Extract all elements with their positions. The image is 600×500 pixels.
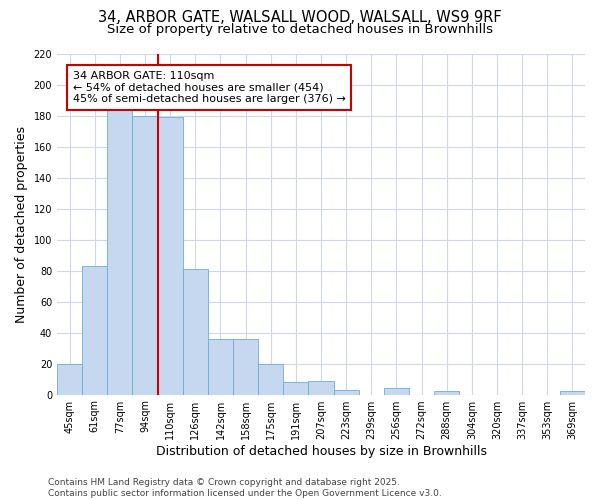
Bar	[57, 364, 82, 394]
Bar	[283, 382, 308, 394]
Bar	[560, 392, 585, 394]
Bar	[308, 380, 334, 394]
Text: Contains HM Land Registry data © Crown copyright and database right 2025.
Contai: Contains HM Land Registry data © Crown c…	[48, 478, 442, 498]
Bar	[434, 392, 459, 394]
Bar	[133, 116, 158, 394]
Bar	[158, 118, 183, 394]
Text: 34 ARBOR GATE: 110sqm
← 54% of detached houses are smaller (454)
45% of semi-det: 34 ARBOR GATE: 110sqm ← 54% of detached …	[73, 71, 346, 104]
Bar	[107, 110, 133, 395]
Bar	[208, 339, 233, 394]
Text: 34, ARBOR GATE, WALSALL WOOD, WALSALL, WS9 9RF: 34, ARBOR GATE, WALSALL WOOD, WALSALL, W…	[98, 10, 502, 25]
Bar	[334, 390, 359, 394]
X-axis label: Distribution of detached houses by size in Brownhills: Distribution of detached houses by size …	[155, 444, 487, 458]
Bar	[384, 388, 409, 394]
Bar	[82, 266, 107, 394]
Y-axis label: Number of detached properties: Number of detached properties	[15, 126, 28, 323]
Text: Size of property relative to detached houses in Brownhills: Size of property relative to detached ho…	[107, 22, 493, 36]
Bar	[258, 364, 283, 394]
Bar	[183, 269, 208, 394]
Bar	[233, 339, 258, 394]
